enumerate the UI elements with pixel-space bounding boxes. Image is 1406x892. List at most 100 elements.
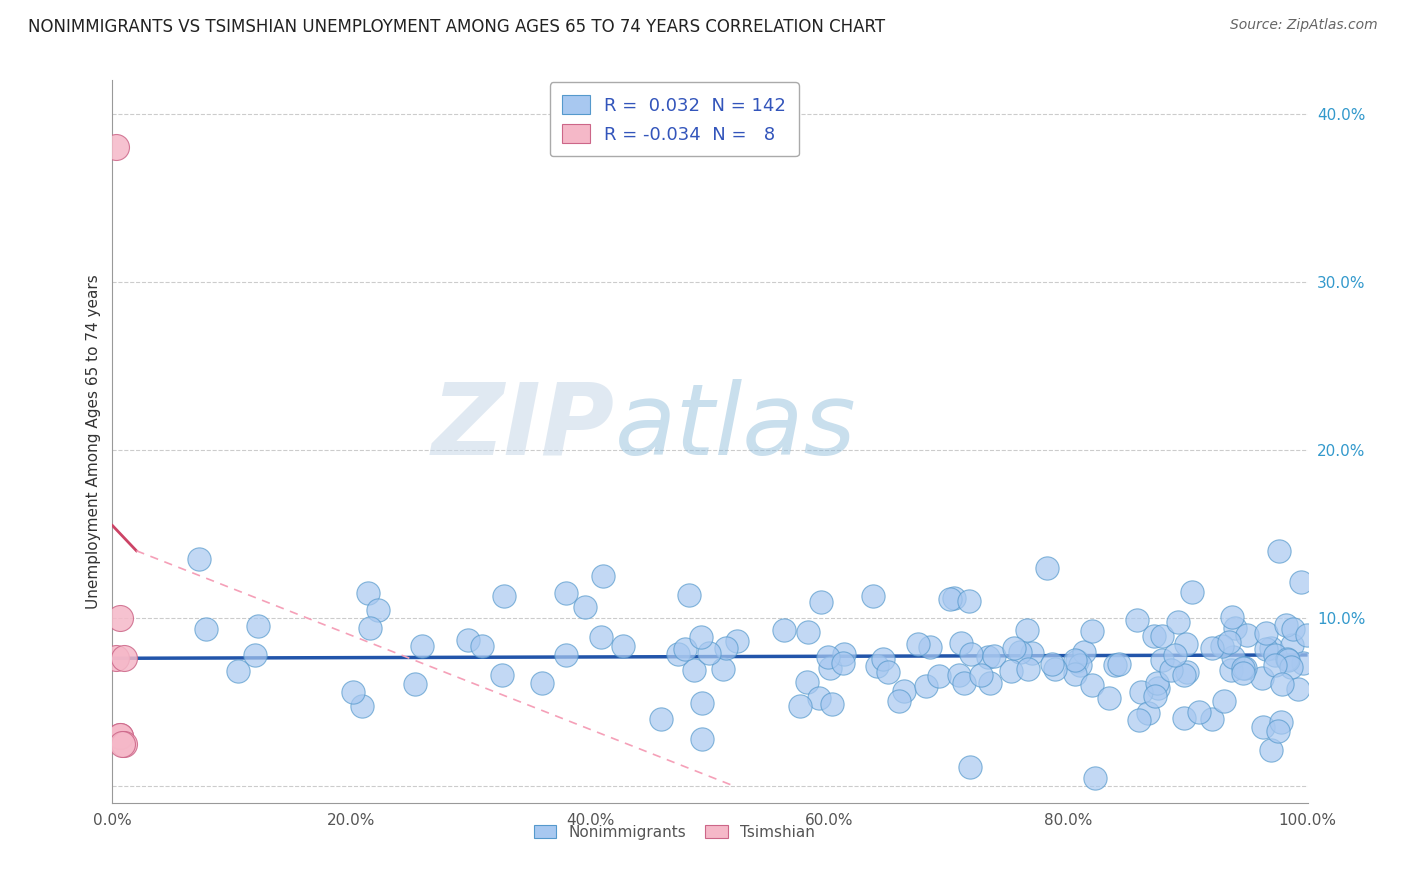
Point [1081, 678, 1104, 692]
Text: ZIP: ZIP [432, 378, 614, 475]
Point [105, 651, 128, 665]
Point [1064, 653, 1087, 667]
Point [1223, 621, 1246, 635]
Point [690, 731, 713, 746]
Point [105, 140, 128, 154]
Point [1080, 624, 1102, 638]
Point [1289, 574, 1312, 589]
Point [356, 586, 378, 600]
Point [1275, 618, 1298, 632]
Point [1220, 609, 1243, 624]
Point [810, 595, 832, 609]
Point [1201, 640, 1223, 655]
Point [1175, 637, 1198, 651]
Point [832, 656, 855, 670]
Point [1108, 657, 1130, 671]
Point [589, 630, 612, 644]
Point [1010, 644, 1032, 658]
Point [862, 589, 884, 603]
Point [979, 676, 1001, 690]
Point [928, 669, 950, 683]
Point [876, 665, 898, 679]
Point [1271, 677, 1294, 691]
Point [1268, 543, 1291, 558]
Point [1264, 648, 1286, 662]
Point [411, 640, 433, 654]
Point [959, 647, 981, 661]
Point [1066, 654, 1088, 668]
Point [1098, 691, 1121, 706]
Point [1084, 771, 1107, 785]
Point [682, 663, 704, 677]
Point [114, 651, 135, 665]
Point [821, 697, 844, 711]
Point [673, 642, 696, 657]
Point [1173, 711, 1195, 725]
Point [188, 552, 211, 566]
Point [939, 591, 962, 606]
Point [969, 668, 991, 682]
Point [492, 589, 515, 603]
Point [1219, 664, 1241, 678]
Point [1173, 668, 1195, 682]
Point [893, 684, 915, 698]
Point [1036, 560, 1059, 574]
Point [977, 649, 1000, 664]
Point [697, 646, 720, 660]
Point [834, 648, 856, 662]
Point [108, 729, 131, 743]
Point [1281, 638, 1303, 652]
Point [1254, 626, 1277, 640]
Point [690, 696, 713, 710]
Point [1175, 665, 1198, 679]
Point [574, 599, 596, 614]
Point [1277, 653, 1299, 667]
Point [943, 591, 966, 606]
Point [111, 737, 134, 751]
Point [1260, 743, 1282, 757]
Y-axis label: Unemployment Among Ages 65 to 74 years: Unemployment Among Ages 65 to 74 years [86, 274, 101, 609]
Point [678, 588, 700, 602]
Point [650, 712, 672, 726]
Point [1275, 651, 1298, 665]
Point [1045, 662, 1067, 676]
Point [491, 668, 513, 682]
Point [817, 649, 839, 664]
Point [872, 652, 894, 666]
Point [789, 698, 811, 713]
Point [1017, 624, 1039, 638]
Text: atlas: atlas [614, 378, 856, 475]
Point [1279, 659, 1302, 673]
Point [818, 661, 841, 675]
Point [555, 648, 578, 662]
Point [1017, 662, 1039, 676]
Point [1160, 663, 1182, 677]
Point [1000, 665, 1022, 679]
Point [714, 641, 737, 656]
Point [1232, 666, 1254, 681]
Point [471, 640, 494, 654]
Point [1073, 645, 1095, 659]
Point [796, 675, 818, 690]
Point [1143, 629, 1166, 643]
Point [1147, 681, 1170, 695]
Point [1069, 657, 1091, 672]
Point [1167, 615, 1189, 630]
Point [457, 633, 479, 648]
Point [666, 647, 689, 661]
Point [1163, 648, 1185, 662]
Point [1292, 657, 1315, 671]
Point [1222, 650, 1244, 665]
Point [1181, 585, 1204, 599]
Point [114, 737, 135, 751]
Point [1002, 641, 1025, 656]
Point [1250, 671, 1272, 685]
Point [1218, 634, 1240, 648]
Point [796, 625, 818, 640]
Point [1267, 724, 1289, 739]
Point [1286, 681, 1309, 696]
Point [711, 662, 734, 676]
Point [865, 659, 887, 673]
Point [342, 685, 364, 699]
Point [1270, 714, 1292, 729]
